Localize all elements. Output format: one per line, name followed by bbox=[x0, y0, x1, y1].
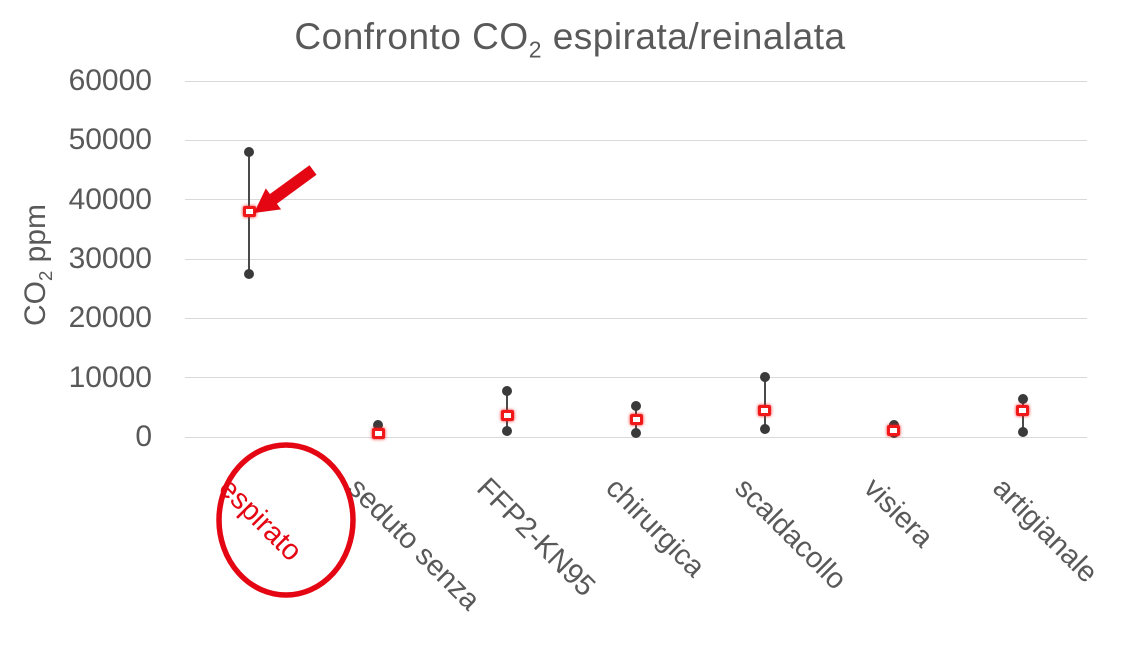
max-dot-marker bbox=[373, 419, 384, 430]
red-square-marker bbox=[887, 424, 901, 436]
min-dot-marker bbox=[759, 423, 770, 434]
y-tick-label: 20000 bbox=[68, 301, 152, 335]
red-square-marker bbox=[371, 427, 385, 439]
red-square-marker bbox=[500, 410, 514, 422]
gridline bbox=[185, 317, 1087, 319]
gridline bbox=[185, 80, 1087, 82]
category-label-seduto-senza: seduto senza bbox=[341, 472, 487, 617]
highlight-arrow-icon bbox=[254, 165, 317, 213]
max-dot-marker bbox=[759, 372, 770, 383]
max-dot-marker bbox=[1017, 394, 1028, 405]
red-square-marker bbox=[1016, 404, 1030, 416]
y-tick-label: 50000 bbox=[68, 123, 152, 157]
gridline bbox=[185, 199, 1087, 201]
gridline bbox=[185, 258, 1087, 260]
gridline bbox=[185, 139, 1087, 141]
category-label-espirato: espirato bbox=[212, 472, 309, 568]
category-label-scaldacollo: scaldacollo bbox=[728, 472, 853, 597]
max-dot-marker bbox=[631, 400, 641, 411]
min-dot-marker bbox=[1017, 426, 1028, 437]
y-tick-label: 60000 bbox=[68, 64, 152, 97]
y-tick-label: 40000 bbox=[68, 182, 152, 216]
chart-title-text-suffix: espirata/reinalata bbox=[541, 16, 846, 57]
max-dot-marker bbox=[244, 147, 255, 158]
red-square-marker bbox=[242, 206, 256, 218]
min-dot-marker bbox=[631, 427, 641, 438]
category-label-visiera: visiera bbox=[857, 472, 939, 554]
chart-title-subscript: 2 bbox=[528, 36, 542, 63]
chart-title: Confronto CO2 espirata/reinalata bbox=[0, 16, 1140, 63]
min-dot-marker bbox=[244, 268, 255, 279]
y-axis-label-text: CO bbox=[19, 281, 52, 327]
red-square-marker bbox=[629, 413, 643, 425]
category-label-ffp2-kn95: FFP2-KN95 bbox=[470, 472, 602, 603]
category-label-artigianale: artigianale bbox=[985, 472, 1104, 590]
y-tick-label: 0 bbox=[135, 420, 152, 453]
hilo-range-line bbox=[763, 377, 766, 429]
y-axis-label: CO2 ppm bbox=[19, 204, 57, 326]
red-square-marker bbox=[758, 405, 772, 417]
chart-title-text: Confronto CO bbox=[294, 16, 529, 57]
max-dot-marker bbox=[502, 385, 513, 396]
category-label-chirurgica: chirurgica bbox=[599, 472, 711, 584]
y-axis-label-subscript: 2 bbox=[35, 270, 56, 282]
y-axis-label-text-suffix: ppm bbox=[19, 203, 52, 271]
y-tick-label: 30000 bbox=[68, 242, 152, 275]
min-dot-marker bbox=[502, 426, 513, 437]
gridline bbox=[185, 377, 1087, 379]
y-tick-label: 10000 bbox=[68, 360, 152, 394]
